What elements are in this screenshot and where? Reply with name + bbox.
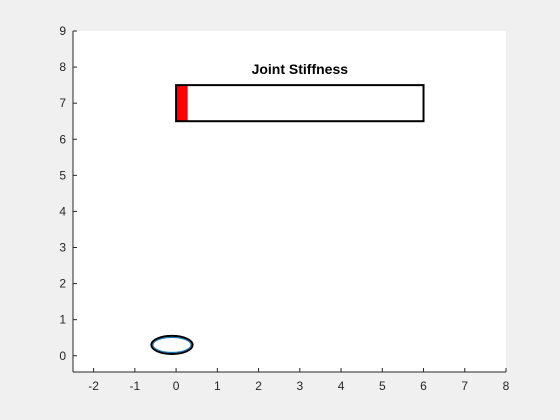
y-tick-label: 2	[59, 277, 66, 291]
x-tick-label: 2	[255, 379, 262, 393]
stiffness-bar-outline	[175, 84, 425, 123]
stiffness-bar-title: Joint Stiffness	[252, 61, 349, 77]
x-tick-label: 0	[173, 379, 180, 393]
x-tick-label: 7	[461, 379, 468, 393]
y-tick-label: 1	[59, 313, 66, 327]
ellipse-inner-outline	[152, 336, 192, 354]
y-tick-label: 8	[59, 60, 66, 74]
x-tick-label: 8	[503, 379, 510, 393]
ellipse-outline	[150, 334, 194, 355]
stiffness-bar-fill	[176, 85, 188, 122]
x-tick-label: -1	[130, 379, 141, 393]
ellipse-shape	[150, 334, 194, 355]
y-axis-ticks: 0 1 2 3 4 5 6 7 8 9	[59, 24, 77, 363]
x-tick-label: -2	[88, 379, 99, 393]
y-tick-label: 0	[59, 349, 66, 363]
y-tick-label: 6	[59, 132, 66, 146]
x-tick-label: 5	[379, 379, 386, 393]
x-tick-label: 6	[420, 379, 427, 393]
x-tick-label: 1	[214, 379, 221, 393]
y-tick-label: 4	[59, 204, 66, 218]
axes-background	[73, 31, 506, 372]
y-tick-label: 7	[59, 96, 66, 110]
stiffness-bar	[175, 84, 425, 123]
x-tick-label: 4	[338, 379, 345, 393]
y-tick-label: 5	[59, 168, 66, 182]
x-tick-label: 3	[296, 379, 303, 393]
x-axis-ticks: -2 -1 0 1 2 3 4 5 6 7 8	[88, 368, 510, 393]
y-tick-label: 3	[59, 241, 66, 255]
y-tick-label: 9	[59, 24, 66, 38]
